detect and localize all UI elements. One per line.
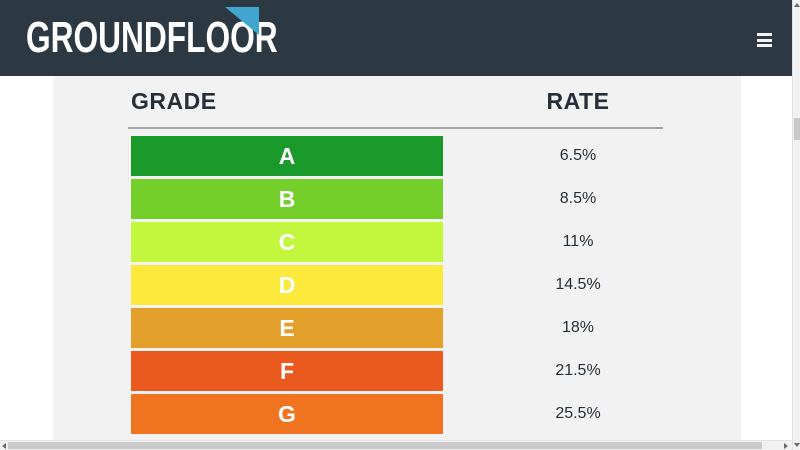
table-header-row: GRADE RATE: [131, 88, 713, 115]
hamburger-bar: [757, 33, 772, 36]
table-row: G 25.5%: [131, 394, 713, 434]
rate-value: 8.5%: [559, 190, 597, 207]
header-divider: [128, 127, 663, 129]
rate-value: 6.5%: [559, 147, 597, 164]
hamburger-bar: [757, 44, 772, 47]
grade-bar: C: [131, 222, 443, 262]
table-row: A 6.5%: [131, 136, 713, 176]
scroll-left-icon[interactable]: [2, 443, 6, 449]
grade-column-header: GRADE: [131, 88, 217, 114]
rate-value: 25.5%: [555, 405, 601, 422]
table-row: D 14.5%: [131, 265, 713, 305]
scroll-up-icon[interactable]: [794, 3, 800, 7]
rate-value: 18%: [561, 319, 595, 336]
grade-rate-table: A 6.5% B 8.5% C 11% D 14.5% E 18% F 21.5…: [131, 136, 713, 437]
site-header: GROUNDFLOOR: [0, 0, 793, 76]
logo-wordmark: GROUNDFLOOR: [26, 13, 278, 62]
grade-bar: D: [131, 265, 443, 305]
rate-value: 21.5%: [555, 362, 601, 379]
hamburger-menu-icon[interactable]: [757, 33, 772, 47]
rate-column-header: RATE: [546, 88, 610, 114]
table-row: E 18%: [131, 308, 713, 348]
table-row: C 11%: [131, 222, 713, 262]
content-panel: GRADE RATE A 6.5% B 8.5% C 11% D 14.5% E…: [53, 76, 741, 450]
grade-bar: G: [131, 394, 443, 434]
groundfloor-logo[interactable]: GROUNDFLOOR: [26, 13, 376, 63]
horizontal-scrollbar[interactable]: [0, 440, 792, 450]
rate-value: 14.5%: [555, 276, 601, 293]
grade-bar: B: [131, 179, 443, 219]
scroll-right-icon[interactable]: [784, 443, 788, 449]
grade-bar: F: [131, 351, 443, 391]
scroll-down-icon[interactable]: [794, 443, 800, 447]
vertical-scrollbar-thumb[interactable]: [794, 118, 800, 140]
horizontal-scrollbar-thumb[interactable]: [8, 442, 762, 449]
rate-value: 11%: [562, 233, 594, 250]
table-row: B 8.5%: [131, 179, 713, 219]
table-row: F 21.5%: [131, 351, 713, 391]
hamburger-bar: [757, 38, 772, 42]
grade-bar: A: [131, 136, 443, 176]
grade-bar: E: [131, 308, 443, 348]
vertical-scrollbar[interactable]: [792, 0, 800, 450]
